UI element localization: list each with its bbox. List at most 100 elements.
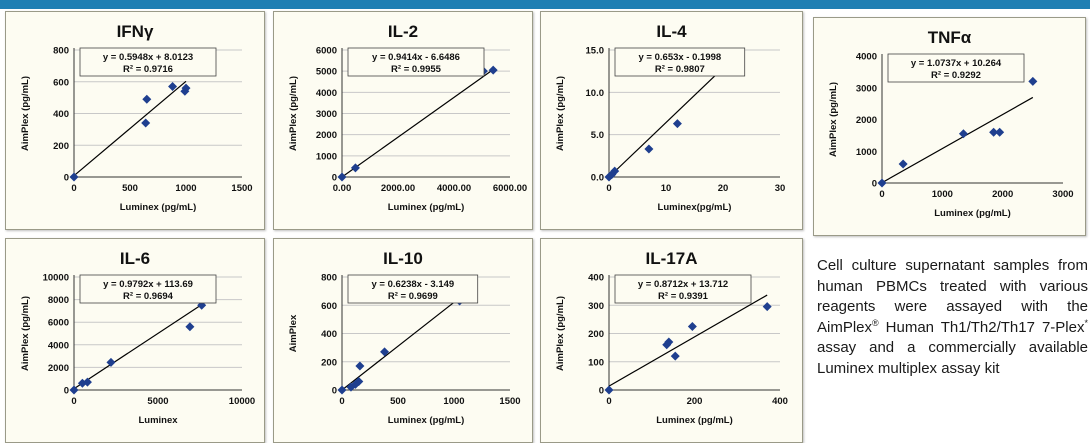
x-tick-label: 200	[687, 396, 703, 407]
top-accent-bar	[0, 0, 1090, 9]
data-point	[664, 337, 674, 347]
figure-caption: Cell culture supernatant samples from hu…	[817, 256, 1088, 443]
trendline	[341, 71, 491, 178]
y-tick-label: 5000	[316, 67, 337, 78]
y-tick-label: 0	[332, 386, 337, 397]
y-tick-label: 800	[53, 46, 69, 57]
chart-panel-ifng: 0 200 400 600 800 0 500 1000 1500 IFNγ Luminex (pg…	[5, 11, 265, 230]
trendline	[608, 294, 768, 387]
data-point	[181, 83, 191, 93]
data-point	[762, 302, 772, 312]
y-tick-label: 200	[588, 329, 604, 340]
data-point	[355, 361, 365, 371]
x-tick-label: 400	[772, 396, 788, 407]
x-tick-label: 1000	[932, 189, 953, 200]
x-axis-label: Luminex	[138, 415, 178, 426]
y-tick-label: 400	[588, 273, 604, 284]
data-point	[610, 166, 620, 176]
chart-il6: 0 2000 4000 6000 8000 10000 0 5000 10000 IL-6 Lumi…	[20, 249, 255, 426]
y-tick-label: 300	[588, 301, 604, 312]
x-tick-label: 4000.00	[437, 183, 471, 194]
r-squared: R² = 0.9694	[123, 291, 174, 302]
chart-panel-il2: 0 1000 2000 3000 4000 5000 6000 0.00 2000.00 4000…	[273, 11, 533, 230]
chart-il10: 0 200 400 600 800 0 500 1000 1500 IL-10 Luminex (p…	[288, 249, 521, 426]
regression-equation: y = 1.0737x + 10.264	[911, 58, 1002, 69]
y-axis-label: AimPlex (pg/mL)	[288, 76, 299, 151]
x-axis-label: Luminex (pg/mL)	[120, 202, 197, 213]
x-tick-label: 1500	[231, 183, 252, 194]
y-tick-label: 2000	[48, 363, 69, 374]
data-point	[168, 82, 178, 92]
data-point	[672, 119, 682, 129]
data-point	[346, 382, 356, 392]
x-tick-label: 10	[661, 183, 672, 194]
chart-tnfa: 0 1000 2000 3000 4000 0 1000 2000 3000 TNFα Lumine…	[828, 28, 1074, 219]
r-squared: R² = 0.9807	[655, 64, 705, 75]
y-tick-label: 4000	[316, 88, 337, 99]
x-tick-label: 0	[339, 396, 344, 407]
y-tick-label: 3000	[316, 109, 337, 120]
x-tick-label: 500	[122, 183, 138, 194]
x-tick-label: 0.00	[333, 183, 352, 194]
y-tick-label: 4000	[856, 52, 877, 63]
y-tick-label: 0	[64, 173, 69, 184]
chart-panel-il4: 0.0 5.0 10.0 15.0 0 10 20 30 IL-4 Luminex(pg/mL) A…	[540, 11, 803, 230]
y-tick-label: 800	[321, 273, 337, 284]
data-point	[898, 159, 908, 169]
regression-equation: y = 0.5948x + 8.0123	[103, 52, 193, 63]
x-tick-label: 10000	[229, 396, 255, 407]
chart-il4: 0.0 5.0 10.0 15.0 0 10 20 30 IL-4 Luminex(pg/mL) A…	[555, 22, 786, 213]
trendline	[341, 297, 460, 391]
chart-title: IL-4	[656, 22, 687, 41]
data-point	[958, 129, 968, 139]
x-tick-label: 20	[718, 183, 729, 194]
caption-asterisk: *	[1084, 317, 1088, 328]
chart-il17a: 0 100 200 300 400 0 200 400 IL-17A Luminex (pg/mL…	[555, 249, 788, 426]
trendline	[608, 67, 724, 178]
equation-box	[79, 274, 217, 304]
x-tick-label: 2000	[992, 189, 1013, 200]
x-tick-label: 1500	[499, 396, 520, 407]
equation-box	[614, 274, 752, 304]
y-tick-label: 15.0	[586, 46, 605, 57]
x-tick-label: 0	[71, 396, 76, 407]
y-tick-label: 8000	[48, 295, 69, 306]
x-axis-label: Luminex (pg/mL)	[388, 415, 465, 426]
trendline	[73, 80, 187, 177]
chart-title: TNFα	[928, 28, 972, 47]
caption-registered-mark: ®	[872, 317, 879, 328]
equation-box	[887, 53, 1025, 83]
x-tick-label: 30	[775, 183, 786, 194]
x-tick-label: 500	[390, 396, 406, 407]
y-tick-label: 4000	[48, 340, 69, 351]
data-point	[1028, 76, 1038, 86]
x-tick-label: 1000	[443, 396, 464, 407]
x-tick-label: 5000	[147, 396, 168, 407]
y-axis-label: AimPlex (pg/mL)	[20, 76, 31, 151]
y-tick-label: 600	[321, 301, 337, 312]
caption-text-2: Human Th1/Th2/Th17 7-Plex	[878, 318, 1085, 336]
y-tick-label: 10000	[43, 273, 69, 284]
data-point	[644, 144, 654, 154]
chart-title: IL-17A	[646, 249, 698, 268]
r-squared: R² = 0.9699	[388, 291, 438, 302]
data-point	[380, 347, 390, 357]
y-axis-label: AimPlex (pg/mL)	[20, 296, 31, 371]
equation-box	[347, 47, 485, 77]
data-point	[350, 163, 360, 173]
equation-box	[347, 274, 479, 304]
x-tick-label: 0	[606, 396, 611, 407]
x-axis-label: Luminex (pg/mL)	[934, 208, 1011, 219]
y-tick-label: 0	[332, 173, 337, 184]
equation-box	[79, 47, 217, 77]
data-point	[989, 127, 999, 137]
x-tick-label: 2000.00	[381, 183, 415, 194]
regression-equation: y = 0.9792x + 113.69	[103, 279, 193, 290]
caption-text-3: assay and a commercially available Lumin…	[817, 339, 1088, 377]
data-point	[337, 385, 347, 395]
data-point	[488, 65, 498, 75]
chart-title: IFNγ	[117, 22, 154, 41]
x-axis-label: Luminex (pg/mL)	[388, 202, 465, 213]
x-axis-label: Luminex(pg/mL)	[658, 202, 732, 213]
y-tick-label: 1000	[856, 147, 877, 158]
